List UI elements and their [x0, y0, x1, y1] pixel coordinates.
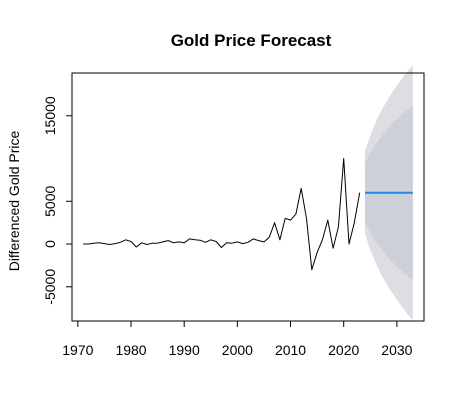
chart-title: Gold Price Forecast: [171, 31, 332, 50]
x-tick-label: 1970: [62, 342, 93, 358]
x-tick-label: 2000: [222, 342, 253, 358]
y-axis: -5000 0 5000 15000: [42, 96, 73, 305]
x-tick-label: 2020: [328, 342, 359, 358]
history-line: [83, 158, 361, 271]
x-tick-label: 2030: [381, 342, 412, 358]
y-tick-label: 15000: [42, 96, 58, 135]
x-axis: 1970 1980 1990 2000 2010 2020 2030: [62, 320, 413, 358]
y-tick-label: 5000: [42, 185, 58, 216]
y-tick-label: 0: [42, 240, 58, 248]
y-axis-label: Differenced Gold Price: [6, 130, 22, 271]
series-lines: [83, 158, 413, 271]
y-tick-label: -5000: [42, 269, 58, 305]
x-tick-label: 1980: [115, 342, 146, 358]
x-tick-label: 1990: [169, 342, 200, 358]
x-tick-label: 2010: [275, 342, 306, 358]
